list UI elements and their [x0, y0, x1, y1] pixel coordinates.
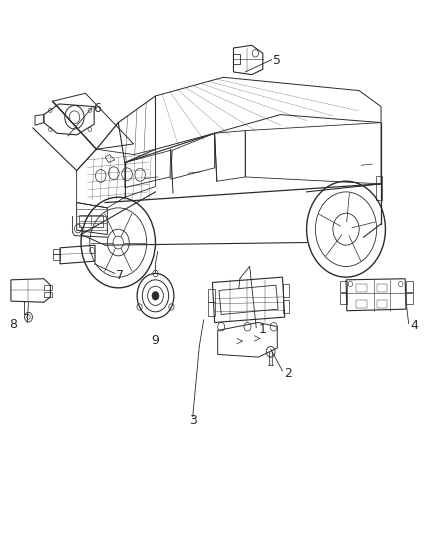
Text: 1: 1 — [258, 324, 266, 336]
Text: 2: 2 — [284, 367, 292, 379]
Text: 6: 6 — [93, 102, 101, 115]
Text: 4: 4 — [410, 319, 418, 332]
Text: 9: 9 — [151, 334, 159, 346]
Text: 8: 8 — [9, 318, 17, 331]
Text: 5: 5 — [273, 54, 281, 67]
Circle shape — [152, 292, 159, 300]
Text: 3: 3 — [189, 414, 197, 426]
Text: 7: 7 — [116, 269, 124, 281]
